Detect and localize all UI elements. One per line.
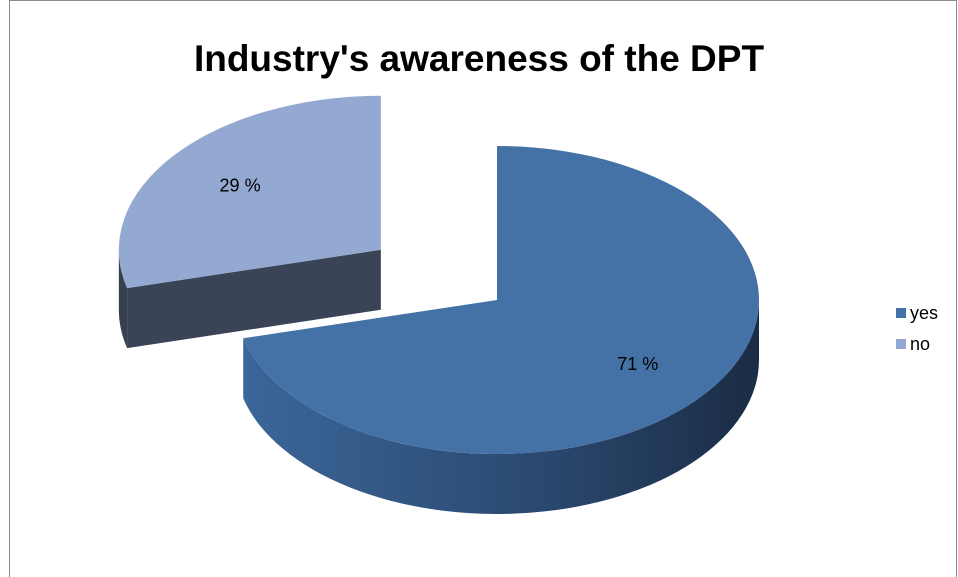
chart-title: Industry's awareness of the DPT: [193, 38, 765, 79]
slice-side-no: [118, 249, 128, 349]
legend-swatch-yes: [896, 308, 906, 318]
slice-yes: [243, 146, 760, 455]
slice-no: [118, 95, 381, 289]
legend-item-no: no: [896, 331, 938, 357]
legend-item-yes: yes: [896, 300, 938, 326]
data-label-yes: 71 %: [617, 354, 658, 374]
legend: yes no: [896, 300, 938, 362]
legend-label-yes: yes: [910, 302, 939, 323]
legend-swatch-no: [896, 339, 906, 349]
slice-cut-no-0: [127, 249, 381, 349]
legend-label-no: no: [910, 333, 931, 354]
slice-side-yes: [243, 300, 760, 515]
data-label-no: 29 %: [220, 176, 261, 196]
